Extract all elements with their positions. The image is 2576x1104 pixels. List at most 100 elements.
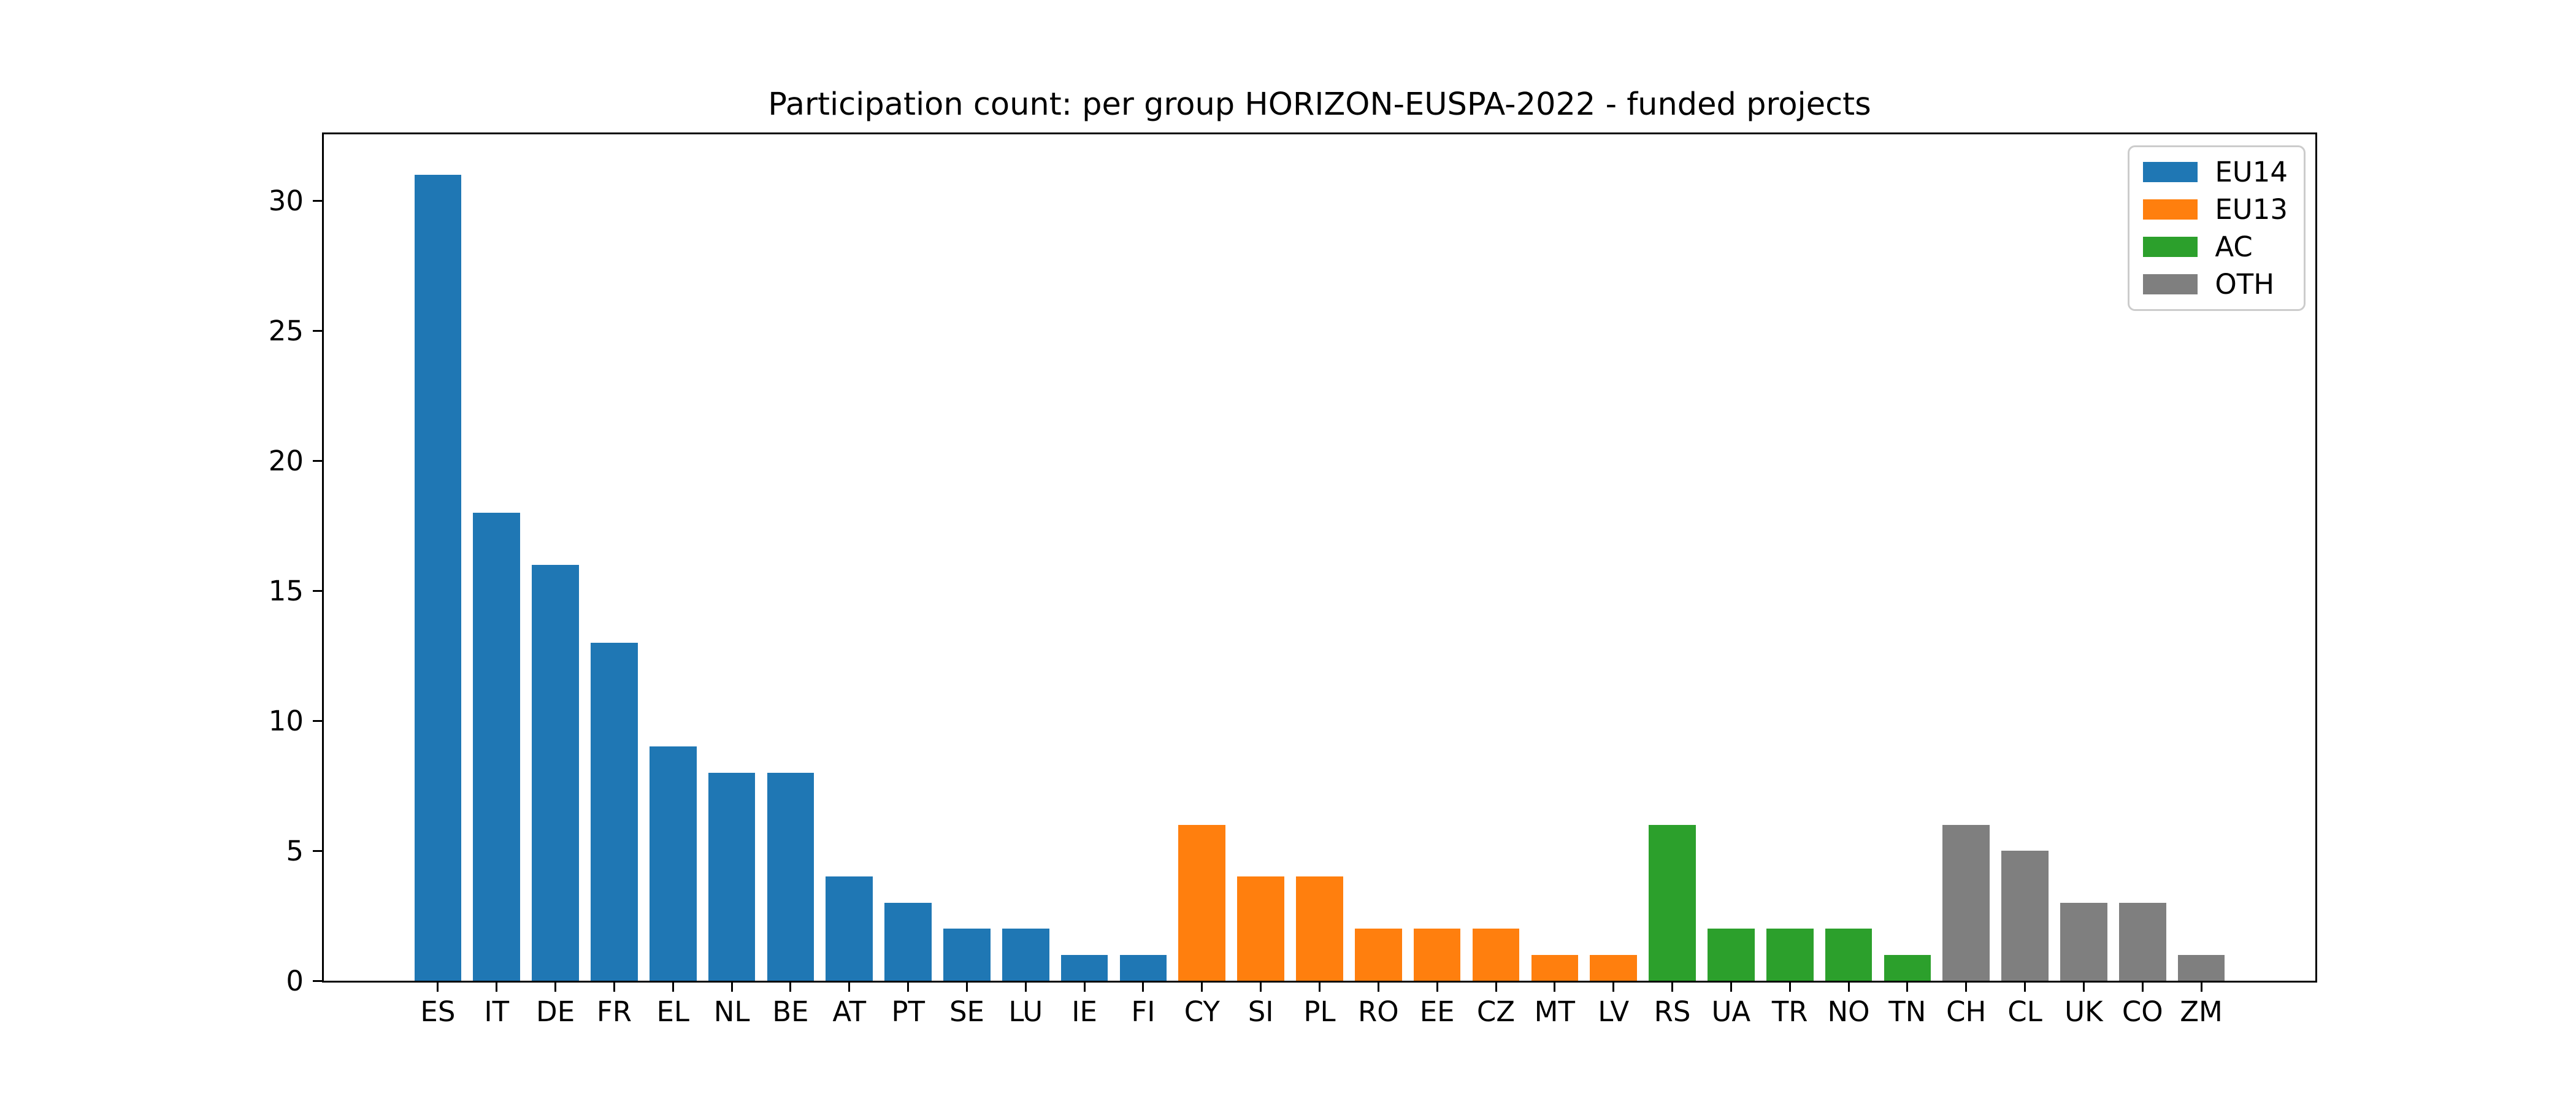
- x-tick-lu: [1024, 981, 1027, 992]
- bar-uk: [2060, 902, 2107, 981]
- x-tick-label-ua: UA: [1711, 995, 1751, 1028]
- y-tick-20: [313, 459, 324, 462]
- bar-se: [943, 929, 991, 981]
- x-tick-label-nl: NL: [713, 995, 750, 1028]
- x-tick-label-co: CO: [2122, 995, 2163, 1028]
- x-tick-zm: [2200, 981, 2202, 992]
- x-tick-label-tn: TN: [1888, 995, 1926, 1028]
- x-tick-label-pt: PT: [891, 995, 925, 1028]
- x-tick-label-se: SE: [949, 995, 984, 1028]
- bar-cy: [1178, 824, 1226, 981]
- legend-label-eu14: EU14: [2215, 156, 2288, 188]
- plot-area: ES IT DE FR EL NL BE AT PT SE LU IE FI CY SI PL RO EE CZ MT…: [269, 132, 2317, 1025]
- y-tick-label-5: 5: [286, 835, 304, 868]
- bar-no: [1825, 929, 1873, 981]
- y-tick-label-25: 25: [268, 315, 304, 348]
- bar-ua: [1708, 929, 1755, 981]
- x-tick-pt: [907, 981, 910, 992]
- x-tick-tr: [1788, 981, 1791, 992]
- x-tick-cy: [1201, 981, 1203, 992]
- x-tick-label-mt: MT: [1534, 995, 1575, 1028]
- bar-ee: [1413, 929, 1461, 981]
- bar-nl: [708, 772, 756, 981]
- y-tick-5: [313, 849, 324, 852]
- legend-swatch-eu13: [2143, 199, 2198, 220]
- legend-item-eu14: EU14: [2143, 158, 2288, 186]
- bar-be: [767, 772, 815, 981]
- x-tick-pl: [1319, 981, 1321, 992]
- legend-item-ac: AC: [2143, 233, 2288, 261]
- bar-pt: [884, 902, 932, 981]
- legend-label-oth: OTH: [2215, 268, 2275, 301]
- x-tick-es: [437, 981, 439, 992]
- bar-ch: [1942, 824, 1990, 981]
- x-tick-cl: [2024, 981, 2026, 992]
- bar-es: [414, 174, 462, 981]
- x-tick-ch: [1965, 981, 1968, 992]
- bar-lu: [1002, 929, 1049, 981]
- legend: EU14 EU13 AC OTH: [2128, 145, 2306, 311]
- bar-zm: [2177, 954, 2225, 981]
- x-tick-be: [789, 981, 792, 992]
- chart-title: Participation count: per group HORIZON-E…: [768, 86, 1871, 123]
- x-tick-label-pl: PL: [1303, 995, 1336, 1028]
- y-tick-label-30: 30: [268, 185, 304, 218]
- legend-swatch-oth: [2143, 274, 2198, 294]
- bar-it: [473, 512, 521, 981]
- legend-swatch-ac: [2143, 237, 2198, 257]
- x-tick-label-it: IT: [484, 995, 510, 1028]
- x-tick-nl: [730, 981, 733, 992]
- legend-item-eu13: EU13: [2143, 196, 2288, 223]
- bar-fr: [591, 642, 638, 981]
- legend-label-eu13: EU13: [2215, 193, 2288, 226]
- x-tick-it: [496, 981, 498, 992]
- x-tick-si: [1260, 981, 1262, 992]
- y-tick-label-0: 0: [286, 965, 304, 997]
- x-tick-label-cy: CY: [1184, 995, 1220, 1028]
- bar-lv: [1590, 954, 1637, 981]
- bar-ie: [1060, 954, 1108, 981]
- legend-swatch-eu14: [2143, 162, 2198, 182]
- x-tick-fi: [1142, 981, 1144, 992]
- y-tick-30: [313, 199, 324, 202]
- x-tick-label-ee: EE: [1419, 995, 1455, 1028]
- bar-cl: [2001, 851, 2049, 981]
- x-tick-label-uk: UK: [2064, 995, 2103, 1028]
- x-tick-ie: [1083, 981, 1086, 992]
- x-tick-label-no: NO: [1827, 995, 1870, 1028]
- x-tick-ua: [1730, 981, 1732, 992]
- legend-label-ac: AC: [2215, 231, 2253, 263]
- bar-fi: [1119, 954, 1167, 981]
- bar-tn: [1884, 954, 1931, 981]
- x-tick-label-si: SI: [1248, 995, 1274, 1028]
- bar-rs: [1649, 824, 1696, 981]
- y-tick-label-10: 10: [268, 705, 304, 738]
- x-tick-label-fr: FR: [596, 995, 632, 1028]
- x-tick-label-de: DE: [536, 995, 575, 1028]
- x-tick-co: [2141, 981, 2144, 992]
- legend-item-oth: OTH: [2143, 270, 2288, 298]
- x-tick-label-fi: FI: [1131, 995, 1156, 1028]
- x-tick-label-be: BE: [772, 995, 809, 1028]
- bar-cz: [1472, 929, 1520, 981]
- x-tick-el: [672, 981, 674, 992]
- x-tick-label-lu: LU: [1008, 995, 1043, 1028]
- x-tick-at: [848, 981, 851, 992]
- y-tick-0: [313, 979, 324, 982]
- x-tick-label-ch: CH: [1946, 995, 1987, 1028]
- bar-de: [532, 564, 579, 981]
- bar-el: [649, 746, 697, 981]
- y-tick-15: [313, 589, 324, 592]
- x-tick-de: [554, 981, 557, 992]
- bar-at: [826, 876, 873, 981]
- x-tick-uk: [2082, 981, 2085, 992]
- y-tick-25: [313, 329, 324, 332]
- x-tick-label-cl: CL: [2007, 995, 2042, 1028]
- x-tick-label-tr: TR: [1771, 995, 1808, 1028]
- bar-ro: [1355, 929, 1402, 981]
- y-tick-10: [313, 719, 324, 722]
- x-tick-cz: [1495, 981, 1497, 992]
- x-tick-label-ie: IE: [1071, 995, 1097, 1028]
- x-tick-ro: [1377, 981, 1379, 992]
